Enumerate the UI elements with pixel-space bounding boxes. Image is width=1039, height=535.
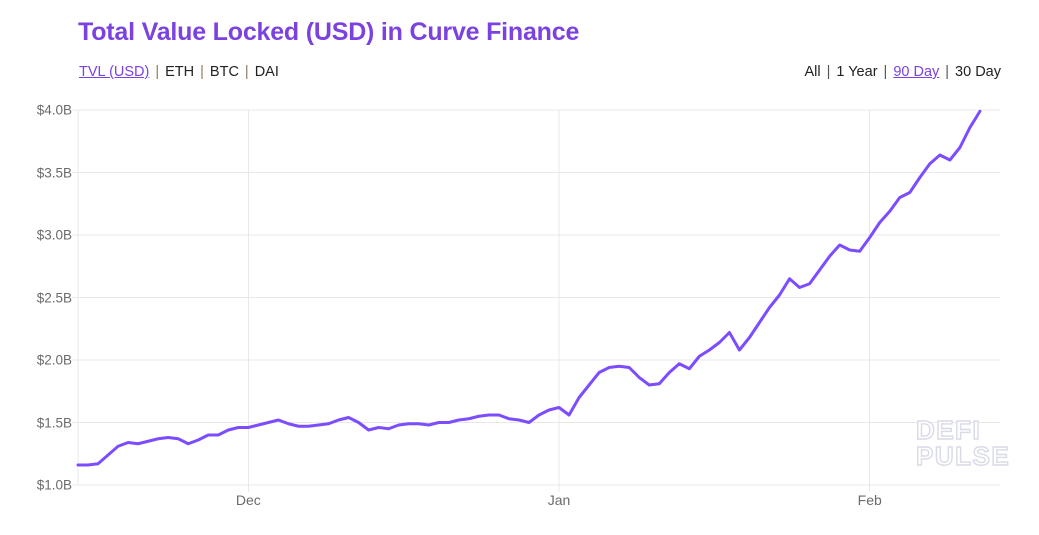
nav-separator: | — [945, 64, 950, 80]
y-axis-tick-label: $3.0B — [36, 227, 72, 243]
nav-separator: | — [244, 64, 249, 80]
x-axis-tick-label: Feb — [857, 492, 882, 508]
y-axis-tick-label: $2.5B — [36, 290, 72, 305]
x-axis-tick-label: Jan — [547, 492, 571, 508]
nav-separator: | — [883, 64, 888, 80]
nav-separator: | — [155, 64, 160, 80]
x-axis-tick-label: Dec — [235, 492, 261, 508]
range-nav-item-30-day[interactable]: 30 Day — [955, 64, 1001, 80]
range-nav-item-1-year[interactable]: 1 Year — [836, 64, 878, 80]
page-title: Total Value Locked (USD) in Curve Financ… — [78, 18, 580, 46]
y-axis-labels: $1.0B $1.5B $2.0B $2.5B $3.0B $3.5B $4.0B — [0, 0, 72, 535]
metric-nav-item-btc[interactable]: BTC — [209, 64, 239, 80]
time-range-nav: All | 1 Year | 90 Day | 30 Day — [804, 64, 1001, 80]
range-nav-item-90-day[interactable]: 90 Day — [893, 64, 940, 80]
y-axis-tick-label: $2.0B — [36, 352, 72, 368]
y-axis-tick-label: $4.0B — [36, 102, 72, 118]
metric-nav-item-dai[interactable]: DAI — [254, 64, 279, 80]
y-axis-tick-label: $1.0B — [36, 477, 72, 493]
y-axis-tick-label: $3.5B — [36, 165, 72, 180]
metric-nav: TVL (USD) | ETH | BTC | DAI — [79, 64, 279, 80]
y-axis-tick-label: $1.5B — [36, 415, 72, 430]
gridlines — [72, 109, 1000, 486]
metric-nav-item-tvl-usd[interactable]: TVL (USD) — [79, 64, 150, 80]
metric-nav-item-eth[interactable]: ETH — [165, 64, 195, 80]
nav-separator: | — [200, 64, 204, 80]
range-nav-item-all[interactable]: All — [804, 64, 821, 80]
nav-separator: | — [826, 64, 831, 80]
tvl-line-series — [76, 109, 982, 467]
